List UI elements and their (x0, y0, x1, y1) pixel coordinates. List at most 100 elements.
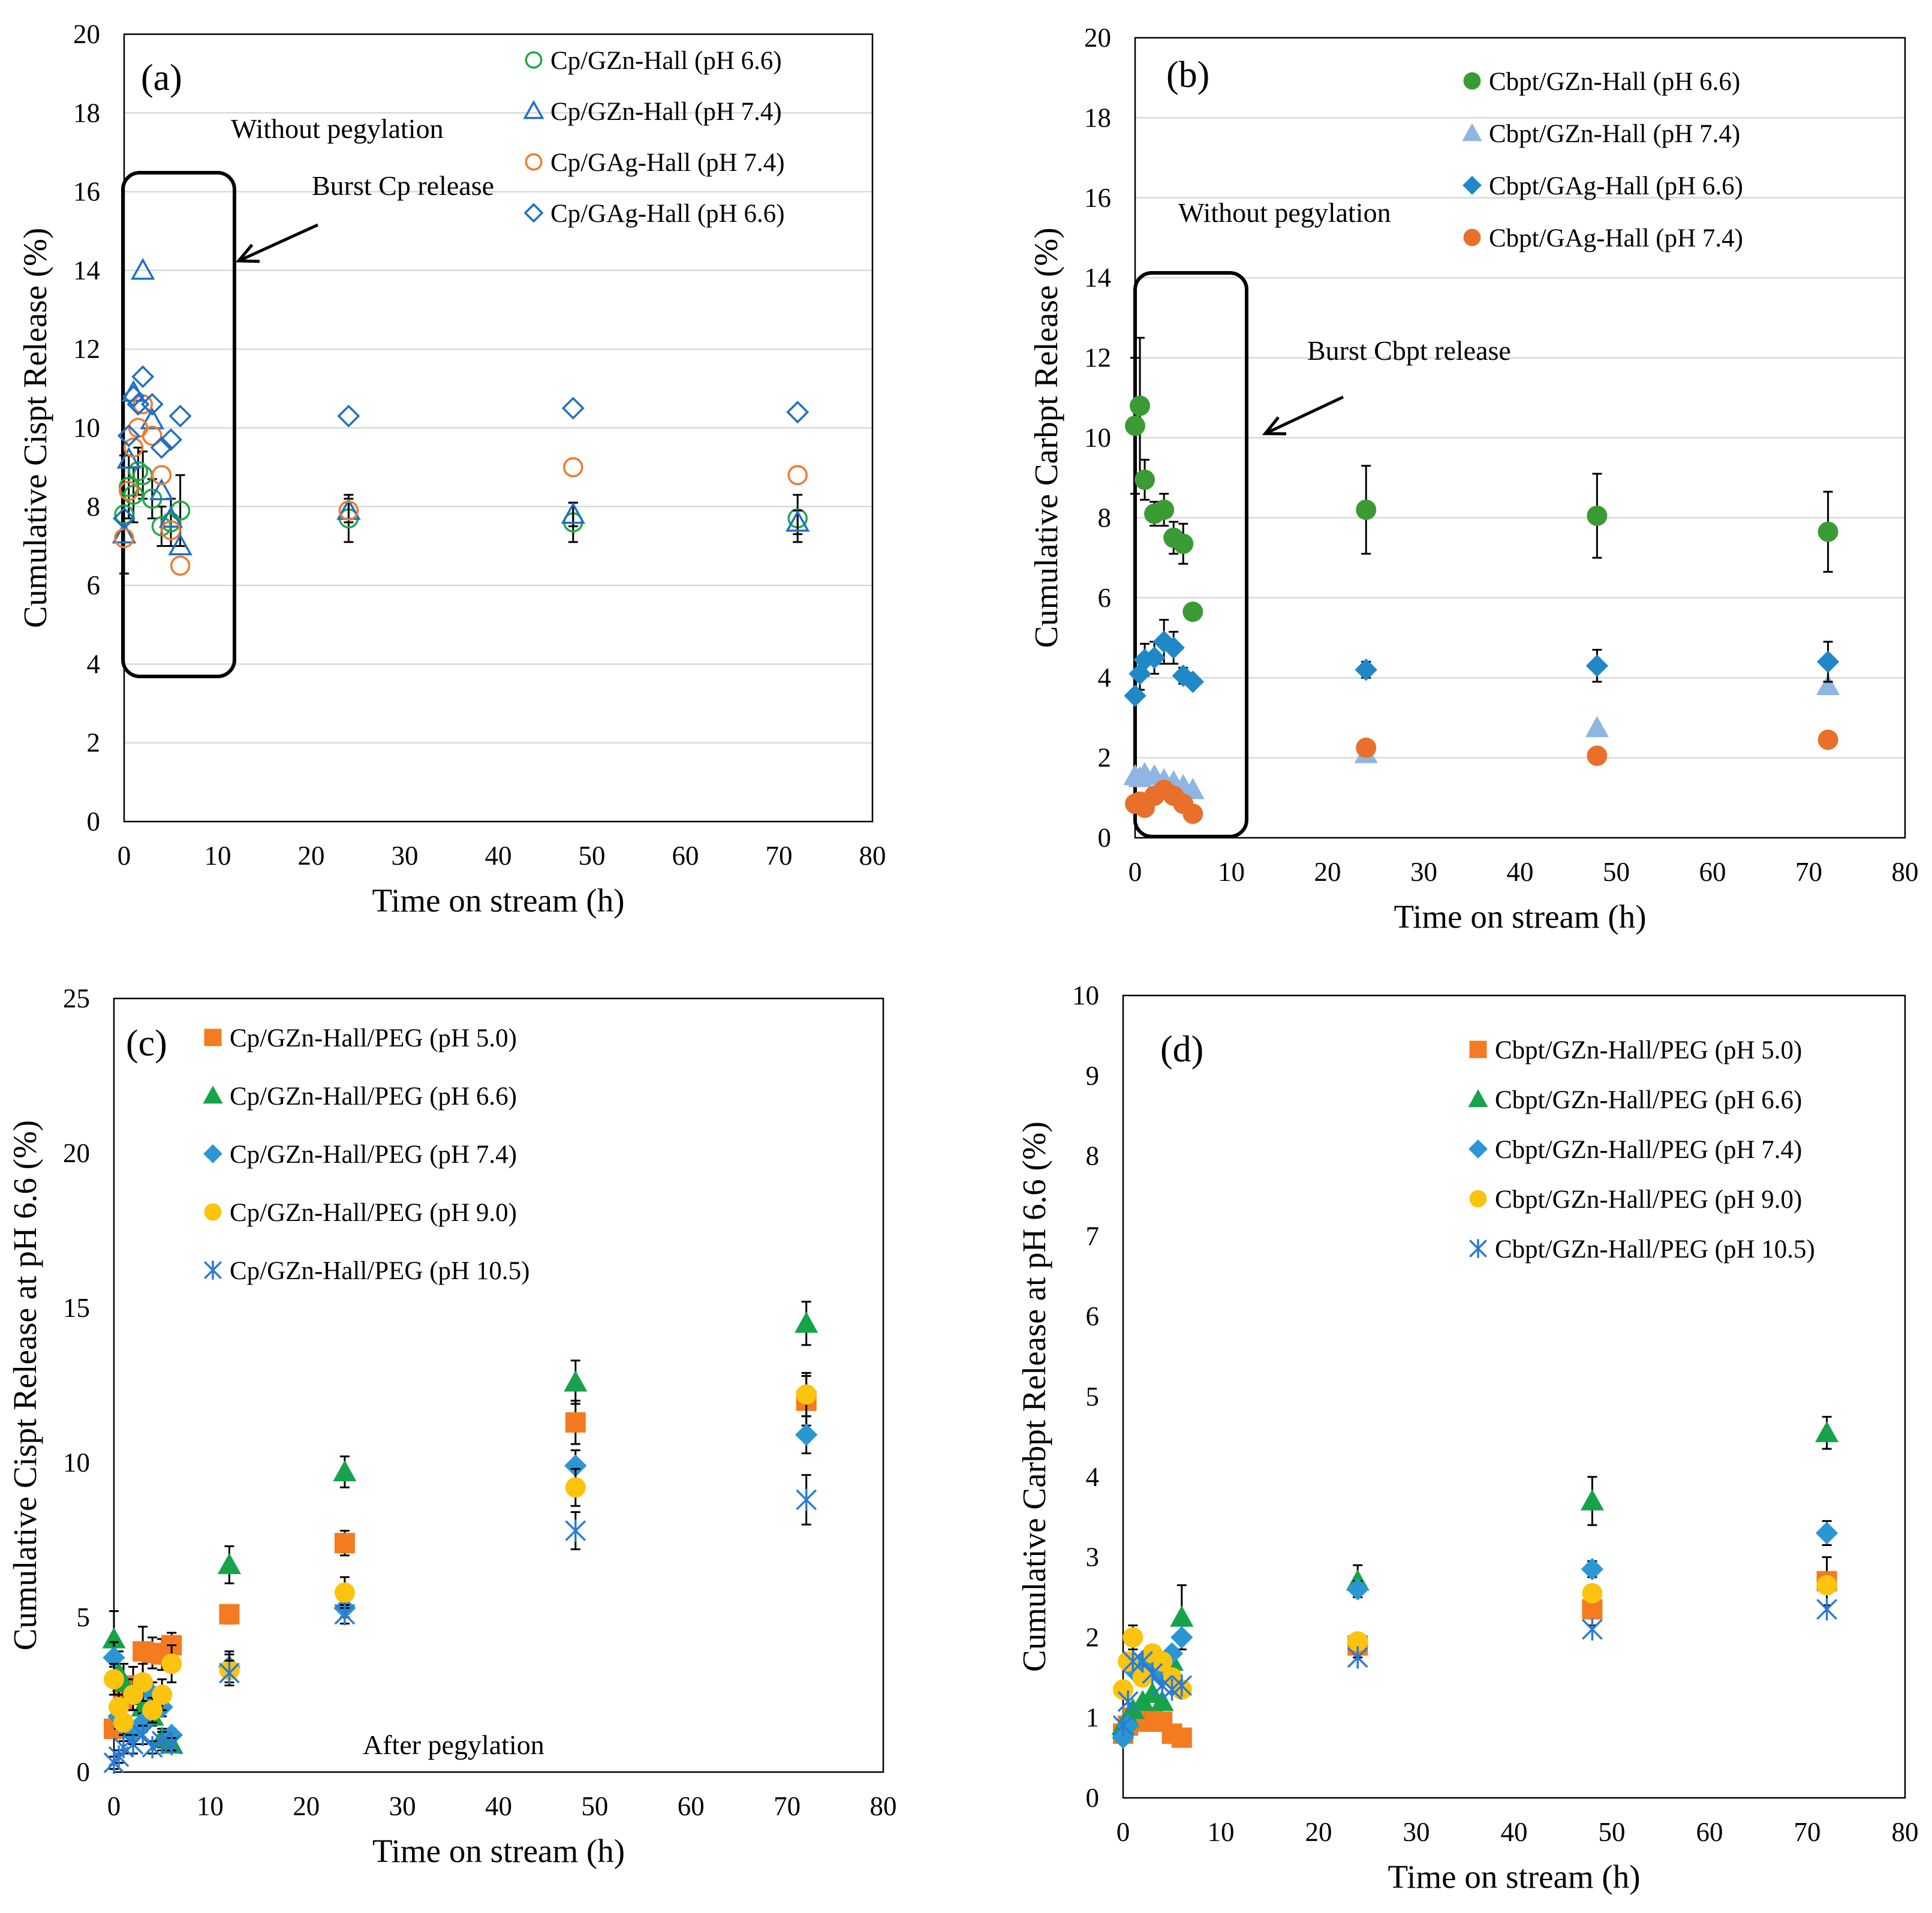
data-point (217, 1553, 241, 1574)
data-point (1130, 395, 1151, 416)
x-tick-label: 70 (766, 841, 793, 871)
error-bar (119, 454, 129, 574)
burst-arrow (1264, 395, 1344, 435)
legend-label: Cbpt/GZn-Hall (pH 6.6) (1489, 68, 1740, 96)
data-point (113, 507, 136, 530)
data-point (1150, 1689, 1174, 1712)
x-tick-label: 50 (1603, 857, 1630, 887)
data-point (113, 1712, 134, 1733)
data-point (1132, 1650, 1153, 1673)
data-point (564, 1454, 587, 1477)
data-point (1171, 1674, 1193, 1697)
x-tick-label: 80 (859, 841, 886, 871)
x-tick-label: 70 (1795, 857, 1822, 887)
legend-marker (525, 153, 543, 171)
y-tick-label: 0 (1086, 1783, 1100, 1813)
legend-marker (1469, 1190, 1487, 1208)
x-tick-label: 70 (1794, 1817, 1821, 1847)
series-2 (1123, 673, 1840, 799)
x-tick-label: 70 (774, 1791, 801, 1821)
data-point (785, 510, 810, 532)
data-point (337, 404, 360, 428)
data-point (787, 465, 808, 486)
y-tick-label: 20 (73, 19, 100, 49)
data-point (170, 555, 191, 576)
series-4 (113, 365, 809, 530)
annotation-title: Without pegylation (1178, 197, 1391, 228)
legend-label: Cp/GZn-Hall/PEG (pH 5.0) (230, 1024, 517, 1052)
data-point (1181, 670, 1204, 693)
data-point (161, 1653, 182, 1674)
data-point (131, 365, 155, 389)
data-point (1162, 636, 1185, 659)
legend-label: Cp/GZn-Hall (pH 6.6) (550, 47, 782, 75)
legend-label: Cp/GZn-Hall/PEG (pH 7.4) (230, 1141, 517, 1169)
data-point (1152, 1651, 1173, 1672)
data-point (565, 1412, 586, 1433)
x-tick-label: 40 (485, 1791, 512, 1821)
x-tick-label: 80 (1892, 857, 1919, 887)
data-point (1133, 648, 1156, 671)
y-tick-label: 0 (87, 807, 101, 837)
data-point (334, 1533, 355, 1554)
y-tick-label: 18 (1084, 103, 1111, 133)
x-tick-label: 20 (1305, 1817, 1332, 1847)
x-tick-label: 60 (1699, 857, 1726, 887)
legend-label: Cbpt/GZn-Hall/PEG (pH 10.5) (1495, 1235, 1815, 1264)
data-point (168, 404, 192, 428)
series-4 (1125, 729, 1838, 824)
y-tick-label: 6 (87, 570, 101, 600)
legend-marker (1468, 1139, 1488, 1159)
data-point (109, 1697, 130, 1718)
y-tick-label: 1 (1086, 1703, 1100, 1732)
x-tick-label: 30 (1403, 1817, 1430, 1847)
y-tick-label: 8 (1086, 1141, 1100, 1171)
legend-label: Cp/GZn-Hall/PEG (pH 9.0) (230, 1199, 517, 1227)
burst-arrow-head (235, 243, 260, 263)
x-axis-label: Time on stream (h) (372, 882, 624, 919)
legend-marker (203, 1085, 223, 1104)
data-point (1347, 1631, 1368, 1652)
data-point (123, 437, 144, 458)
y-tick-label: 14 (73, 255, 100, 285)
data-point (158, 506, 183, 528)
y-tick-label: 6 (1086, 1301, 1100, 1331)
legend-marker (1463, 228, 1481, 246)
data-point (161, 520, 181, 540)
x-tick-label: 30 (389, 1791, 416, 1821)
panel-d: 0 1 2 3 4 5 6 7 8 9 10 0 10 20 30 40 50 60 70 80 Time on str… (1016, 980, 1919, 1895)
y-tick-label: 16 (1084, 183, 1111, 213)
legend-label: Cbpt/GZn-Hall/PEG (pH 9.0) (1495, 1186, 1802, 1214)
data-point (338, 500, 359, 521)
data-point (131, 1711, 154, 1734)
data-point (130, 258, 155, 280)
series-1 (114, 446, 808, 574)
data-point (149, 478, 174, 501)
y-tick-label: 4 (1086, 1462, 1100, 1492)
series-1 (104, 1375, 817, 1739)
data-point (1580, 1489, 1604, 1511)
data-point (1587, 506, 1608, 527)
y-tick-label: 10 (63, 1448, 90, 1478)
x-tick-label: 20 (1314, 857, 1341, 887)
series-2 (102, 1301, 818, 1754)
panel-c: 0 5 10 15 20 25 0 10 20 30 40 50 60 70 80 Time on strea… (7, 983, 897, 1869)
data-point (219, 1662, 240, 1685)
data-point (1356, 500, 1377, 521)
y-tick-label: 2 (1098, 743, 1112, 773)
data-point (1582, 1618, 1603, 1641)
legend-marker (1469, 1239, 1487, 1258)
data-point (168, 533, 192, 555)
y-tick-label: 10 (1072, 980, 1099, 1010)
data-point (150, 436, 173, 459)
data-point (1815, 1521, 1838, 1545)
data-point (128, 461, 149, 482)
legend-marker (1462, 123, 1482, 142)
data-point (1122, 1650, 1143, 1673)
data-point (140, 393, 164, 416)
legend-label: Cp/GZn-Hall (pH 7.4) (550, 98, 782, 126)
data-point (142, 1700, 163, 1721)
y-tick-label: 15 (63, 1293, 90, 1323)
series-2 (112, 258, 810, 555)
